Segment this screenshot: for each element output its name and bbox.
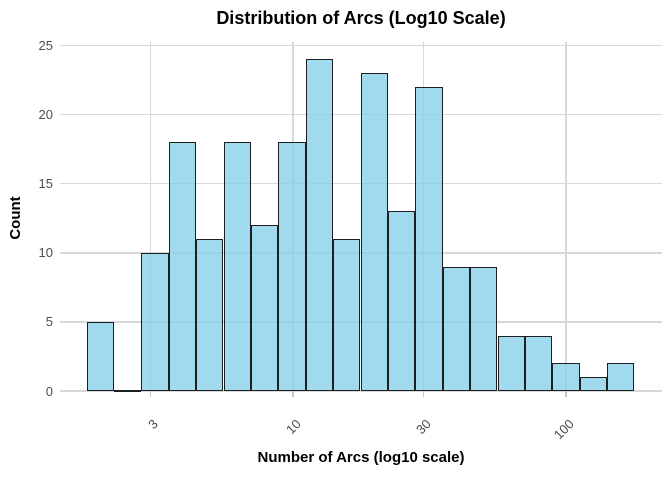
y-tick-label-5: 5 bbox=[45, 314, 53, 330]
x-tick-mark-100 bbox=[565, 391, 567, 397]
histogram-bar bbox=[470, 266, 498, 391]
h-gridline-25 bbox=[60, 44, 662, 47]
y-tick-label-15: 15 bbox=[38, 176, 53, 192]
histogram-bar bbox=[250, 225, 279, 391]
histogram-bar bbox=[196, 238, 224, 391]
y-tick-label-10: 10 bbox=[38, 245, 53, 261]
x-axis-title: Number of Arcs (log10 scale) bbox=[257, 449, 465, 466]
h-gridline-0 bbox=[60, 390, 662, 392]
histogram-bar bbox=[86, 321, 114, 391]
x-tick-mark-3 bbox=[149, 391, 151, 397]
y-tick-label-25: 25 bbox=[38, 37, 53, 53]
histogram-bar bbox=[579, 377, 608, 391]
histogram-bar bbox=[607, 363, 635, 391]
histogram-bar bbox=[442, 266, 471, 391]
y-tick-label-0: 0 bbox=[45, 383, 53, 399]
histogram-bar bbox=[360, 73, 388, 391]
histogram-bar bbox=[497, 335, 525, 391]
histogram-bar bbox=[415, 86, 443, 391]
x-tick-mark-30 bbox=[422, 391, 424, 397]
histogram-bar bbox=[333, 238, 361, 391]
histogram-bar bbox=[524, 335, 553, 391]
v-gridline-3 bbox=[149, 42, 151, 391]
histogram-bar bbox=[278, 142, 306, 391]
histogram-bar bbox=[223, 142, 251, 391]
chart-title: Distribution of Arcs (Log10 Scale) bbox=[216, 8, 506, 28]
v-gridline-100 bbox=[565, 42, 567, 391]
histogram-bar bbox=[387, 211, 416, 391]
histogram-bar bbox=[141, 252, 169, 391]
histogram-bar bbox=[552, 363, 580, 391]
plot-panel bbox=[60, 42, 662, 397]
y-tick-label-20: 20 bbox=[38, 107, 53, 123]
histogram-bar bbox=[168, 142, 197, 391]
x-tick-mark-10 bbox=[292, 391, 294, 397]
histogram-bar-empty bbox=[113, 389, 142, 392]
histogram-bar bbox=[305, 59, 334, 391]
